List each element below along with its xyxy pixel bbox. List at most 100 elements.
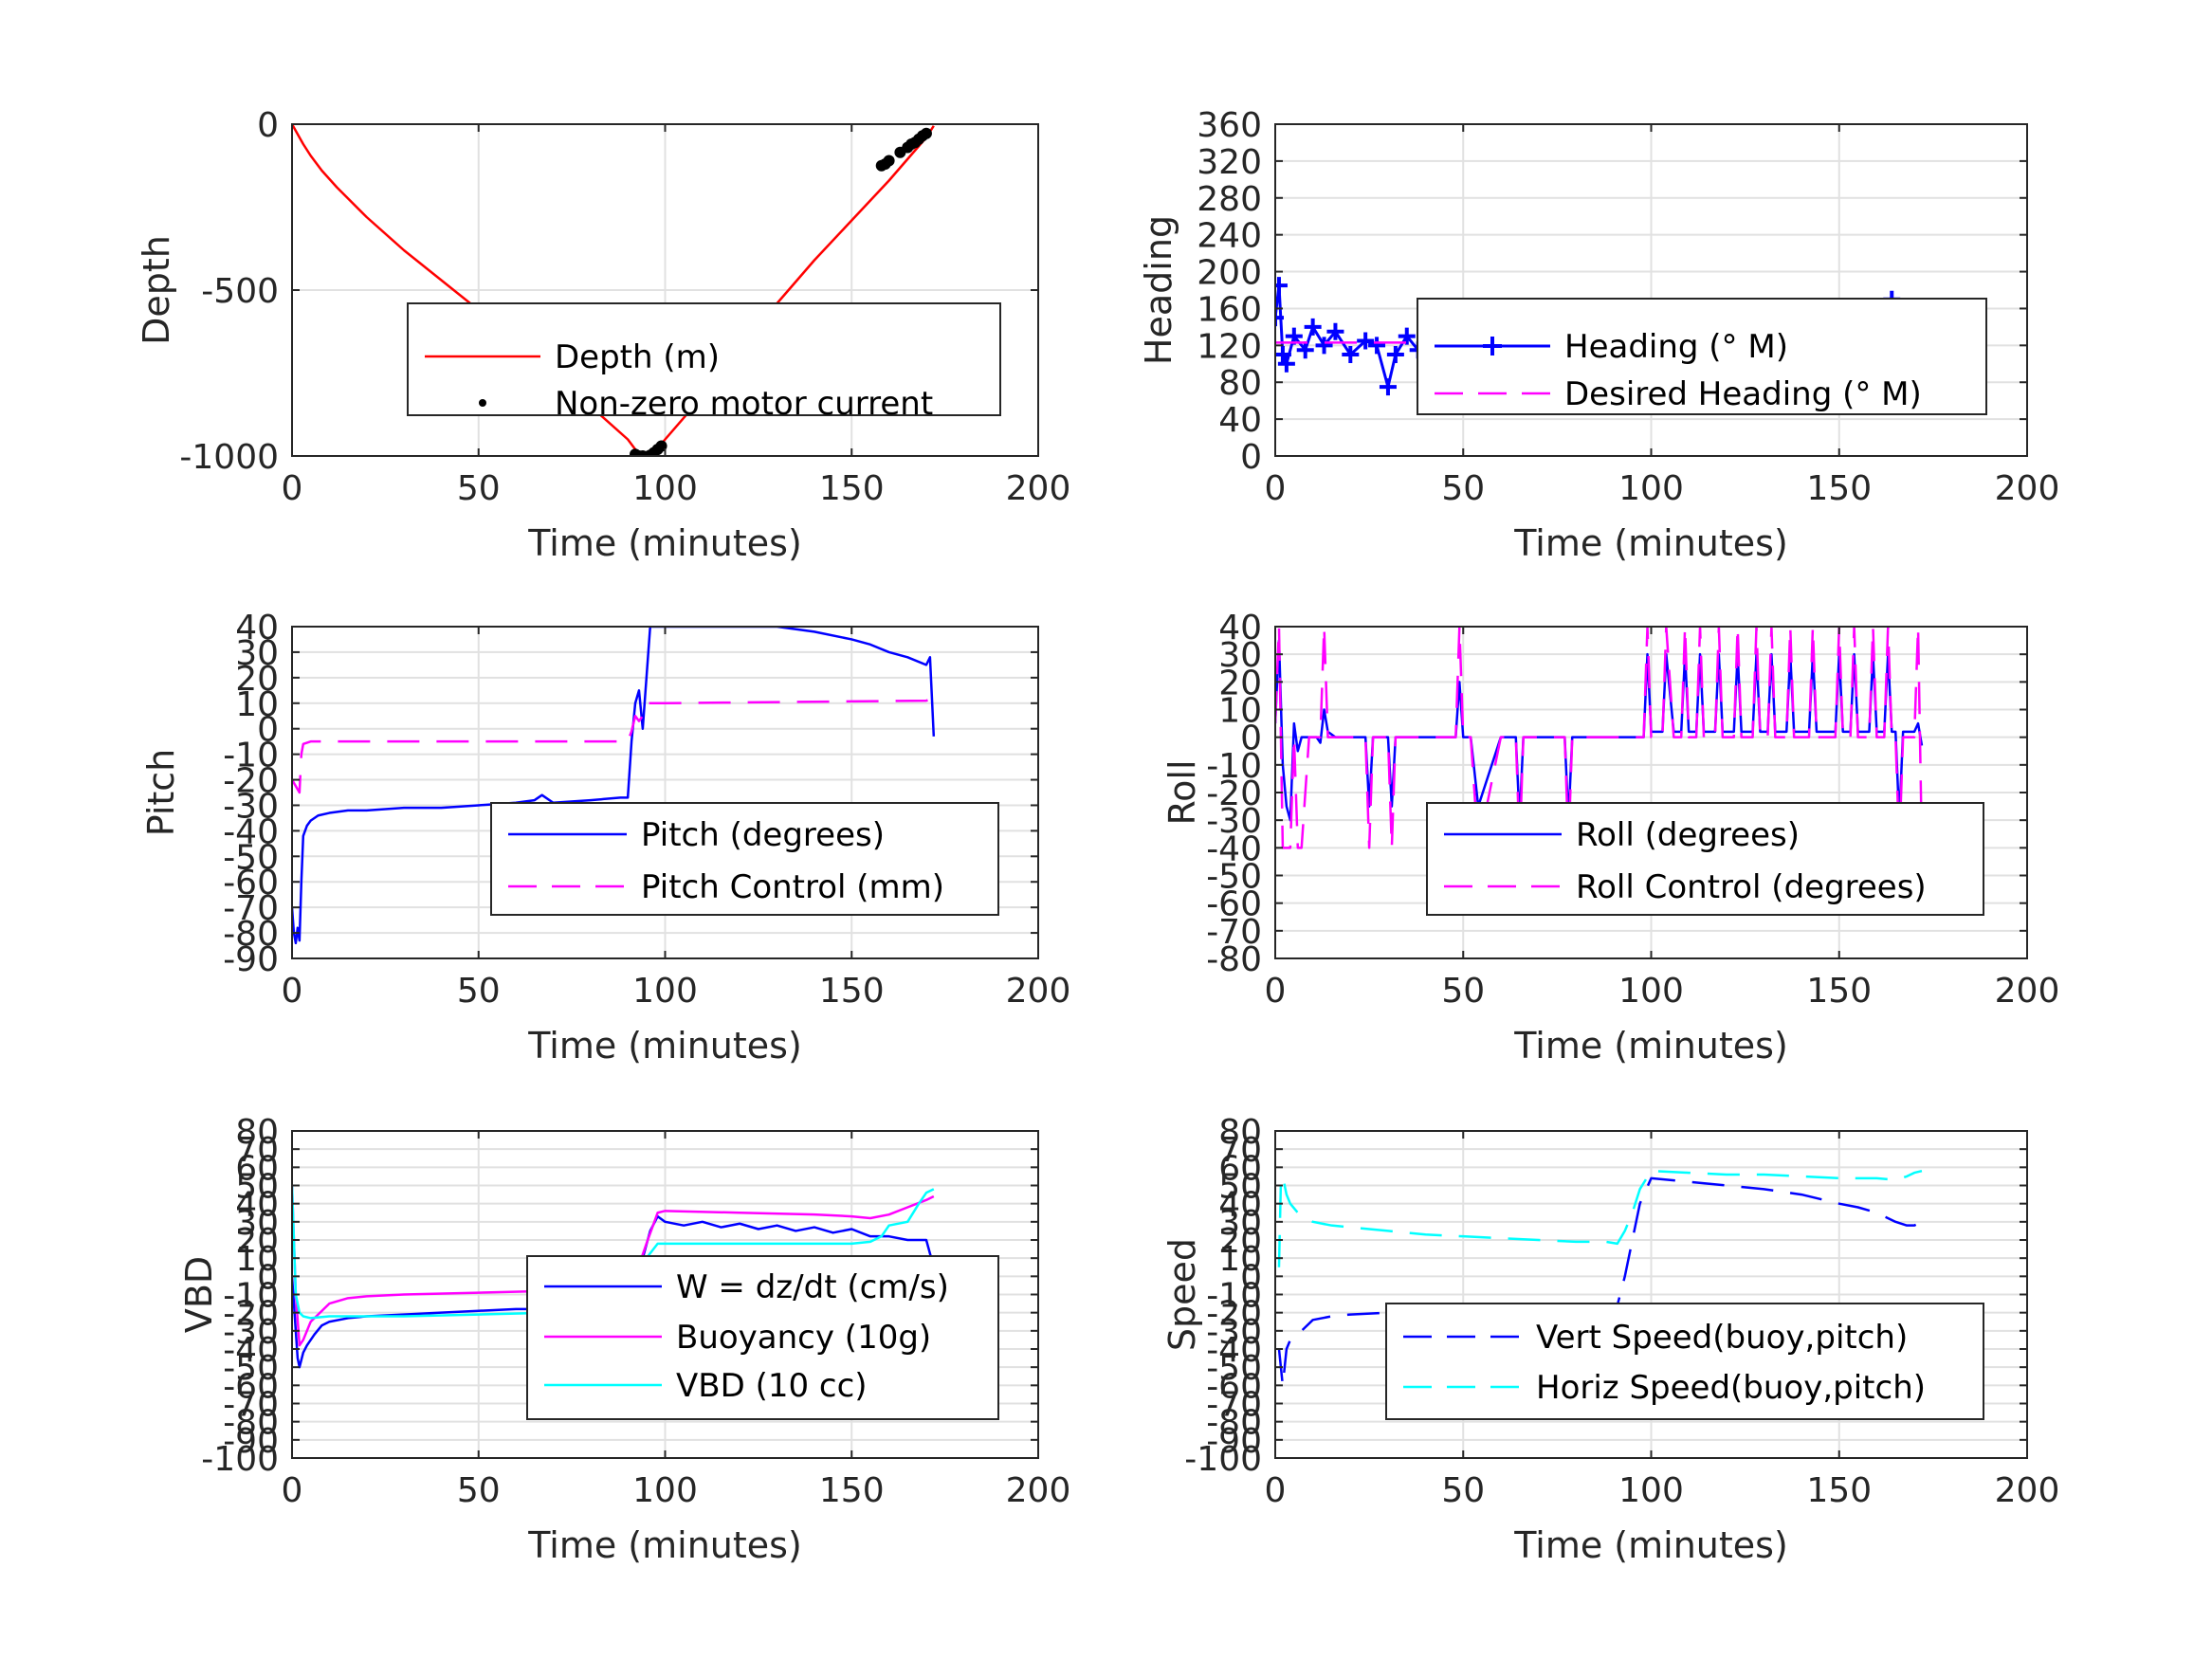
y-tick-label: -60 xyxy=(223,1367,279,1406)
legend-entry-label: Buoyancy (10g) xyxy=(676,1319,931,1357)
x-tick-label: 150 xyxy=(1806,469,1872,508)
y-tick-label: -50 xyxy=(223,1349,279,1388)
x-axis-label: Time (minutes) xyxy=(527,522,802,564)
heading-plus-marker xyxy=(1357,332,1375,350)
y-tick-label: -70 xyxy=(1206,913,1262,952)
x-axis-label: Time (minutes) xyxy=(1513,1524,1788,1566)
x-tick-label: 100 xyxy=(632,469,698,508)
x-tick-label: 50 xyxy=(457,972,501,1011)
y-tick-label: 40 xyxy=(235,1186,279,1225)
heading-legend: Heading (° M) Desired Heading (° M) xyxy=(1417,298,1987,415)
y-axis-label: Roll xyxy=(1161,759,1203,825)
depth-chart: 0 50 100 150 200 -1000 -500 0 Time (minutes) Dept… xyxy=(136,106,1070,564)
y-tick-label: 20 xyxy=(1218,664,1262,702)
y-tick-label: 30 xyxy=(235,1204,279,1243)
y-axis-label: VBD xyxy=(178,1256,220,1333)
y-tick-label: -20 xyxy=(1206,775,1262,813)
legend-entry-label: Pitch Control (mm) xyxy=(641,868,944,906)
x-tick-label: 100 xyxy=(1618,469,1684,508)
y-tick-label: -10 xyxy=(1206,1277,1262,1316)
heading-plus-marker xyxy=(1398,327,1416,345)
x-tick-label: 100 xyxy=(632,972,698,1011)
x-tick-label: 50 xyxy=(457,469,501,508)
y-tick-label: 0 xyxy=(1240,1258,1262,1297)
heading-plus-marker xyxy=(1368,337,1386,355)
y-tick-label: 360 xyxy=(1197,106,1262,145)
legend-entry-label: Roll Control (degrees) xyxy=(1576,868,1927,906)
y-tick-label: -10 xyxy=(223,737,279,775)
legend-box xyxy=(490,802,999,916)
legend-entry-label: W = dz/dt (cm/s) xyxy=(676,1268,949,1306)
legend-box xyxy=(407,302,1001,416)
y-tick-label: -1000 xyxy=(179,438,279,477)
y-tick-label: 40 xyxy=(1218,1186,1262,1225)
x-tick-label: 50 xyxy=(1441,1471,1485,1510)
heading-plus-marker xyxy=(1315,337,1333,355)
legend-entry-label: Depth (m) xyxy=(555,338,720,376)
y-tick-label: -80 xyxy=(223,1404,279,1443)
y-tick-label: 10 xyxy=(235,1240,279,1279)
y-tick-label: 240 xyxy=(1197,217,1262,256)
y-tick-label: 70 xyxy=(235,1131,279,1170)
y-tick-label: 120 xyxy=(1197,327,1262,366)
y-tick-label: 30 xyxy=(1218,1204,1262,1243)
x-tick-label: 0 xyxy=(1265,469,1287,508)
y-tick-label: -30 xyxy=(223,1313,279,1352)
y-tick-label: -10 xyxy=(223,1277,279,1316)
heading-plus-marker xyxy=(1304,318,1322,336)
y-tick-label: 10 xyxy=(235,685,279,724)
y-tick-label: -80 xyxy=(223,915,279,954)
y-tick-label: 200 xyxy=(1197,254,1262,293)
depth-series-line-0 xyxy=(292,124,935,456)
legend-swatch xyxy=(479,399,486,407)
y-tick-label: 0 xyxy=(257,1258,279,1297)
heading-plus-marker xyxy=(1275,309,1284,327)
speed-legend: Vert Speed(buoy,pitch) Horiz Speed(buoy,p… xyxy=(1385,1303,1984,1420)
y-tick-label: 80 xyxy=(1218,364,1262,403)
y-tick-label: -20 xyxy=(223,762,279,801)
y-tick-label: 280 xyxy=(1197,180,1262,219)
x-tick-label: 200 xyxy=(1006,972,1071,1011)
y-tick-label: 0 xyxy=(257,711,279,750)
y-tick-label: -90 xyxy=(223,940,279,979)
heading-plus-marker xyxy=(1326,322,1344,340)
y-tick-label: -70 xyxy=(223,1386,279,1425)
x-axis-label: Time (minutes) xyxy=(1513,522,1788,564)
roll-chart: 0 50 100 150 200-80-70-60-50-40-30-20-100102… xyxy=(1161,609,2059,1066)
y-tick-label: -60 xyxy=(223,864,279,902)
depth-dot-point xyxy=(883,155,895,167)
x-tick-label: 200 xyxy=(1995,972,2060,1011)
x-tick-label: 0 xyxy=(282,469,303,508)
legend-box xyxy=(1426,802,1984,916)
x-tick-label: 150 xyxy=(819,469,885,508)
legend-entry-label: VBD (10 cc) xyxy=(676,1367,868,1405)
y-tick-label: -30 xyxy=(223,787,279,826)
heading-plus-marker xyxy=(1296,341,1314,359)
legend-entry-label: Heading (° M) xyxy=(1564,328,1788,366)
y-tick-label: -50 xyxy=(223,838,279,877)
x-tick-label: 200 xyxy=(1006,469,1071,508)
y-tick-label: 60 xyxy=(1218,1149,1262,1188)
legend-entry-label: Vert Speed(buoy,pitch) xyxy=(1536,1319,1908,1357)
depth-legend: Depth (m) Non-zero motor current xyxy=(407,302,1001,423)
x-tick-label: 200 xyxy=(1995,1471,2060,1510)
y-tick-label: 0 xyxy=(257,106,279,145)
x-axis-label: Time (minutes) xyxy=(1513,1025,1788,1066)
y-tick-label: -70 xyxy=(1206,1386,1262,1425)
y-tick-label: 320 xyxy=(1197,143,1262,182)
x-tick-label: 150 xyxy=(819,1471,885,1510)
y-tick-label: -90 xyxy=(1206,1422,1262,1461)
y-tick-label: -100 xyxy=(201,1440,279,1479)
x-tick-label: 0 xyxy=(1265,972,1287,1011)
y-tick-label: 50 xyxy=(235,1168,279,1207)
y-tick-label: 20 xyxy=(235,660,279,699)
y-tick-label: 30 xyxy=(235,634,279,673)
y-tick-label: -10 xyxy=(1206,747,1262,786)
x-axis-label: Time (minutes) xyxy=(527,1025,802,1066)
y-axis-label: Heading xyxy=(1138,215,1179,365)
y-tick-label: 40 xyxy=(1218,401,1262,440)
pitch-series-line-1 xyxy=(292,697,935,794)
heading-chart: 0 50 100 150 20004080120160200240280320360Ti… xyxy=(1138,106,2059,564)
y-tick-label: 20 xyxy=(1218,1222,1262,1261)
